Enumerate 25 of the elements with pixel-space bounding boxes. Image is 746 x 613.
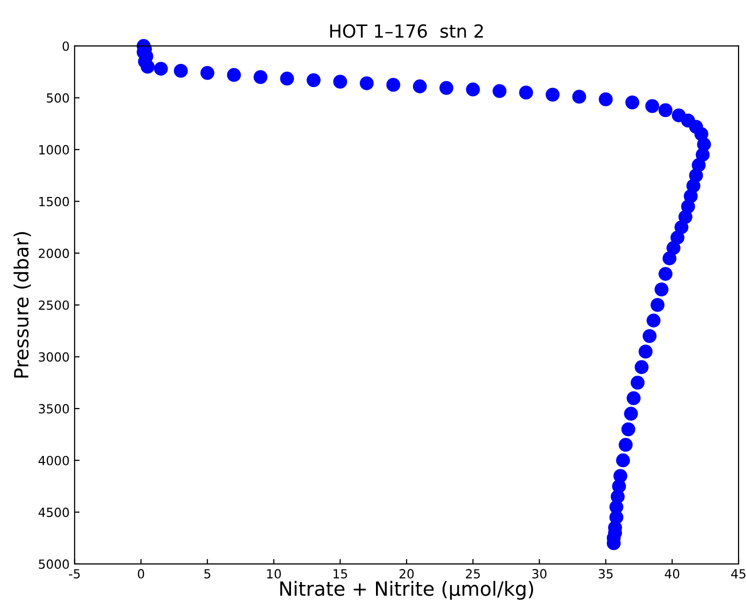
y-tick-label: 3500 [38,404,69,414]
y-axis-title: Pressure (dbar) [14,232,31,378]
x-tick-label: 30 [532,569,546,578]
y-tick-label: 3000 [38,352,69,362]
y-tick-label: 1500 [39,196,69,206]
x-tick-label: 45 [731,569,746,578]
x-tick-label: 25 [466,569,480,578]
y-tick-label: 5000 [38,559,69,569]
x-tick-label: 15 [334,569,348,578]
x-tick-label: 5 [204,569,210,578]
x-axis-title: Nitrate + Nitrite (μmol/kg) [280,580,534,600]
x-tick-label: 20 [400,569,414,578]
x-tick-label: -5 [68,569,80,578]
y-tick-label: 4000 [38,456,69,466]
y-tick-label: 500 [46,93,69,103]
y-tick-label: 0 [62,41,69,51]
x-tick-label: 10 [267,569,281,578]
x-tick-label: 35 [598,569,613,578]
x-tick-label: 40 [664,569,680,578]
y-tick-label: 4500 [38,508,69,518]
chart-title: HOT 1–176 stn 2 [330,24,483,38]
y-tick-label: 1000 [39,145,69,154]
x-tick-label: 0 [138,569,144,578]
y-tick-label: 2500 [38,300,69,310]
y-tick-label: 2000 [38,248,69,258]
